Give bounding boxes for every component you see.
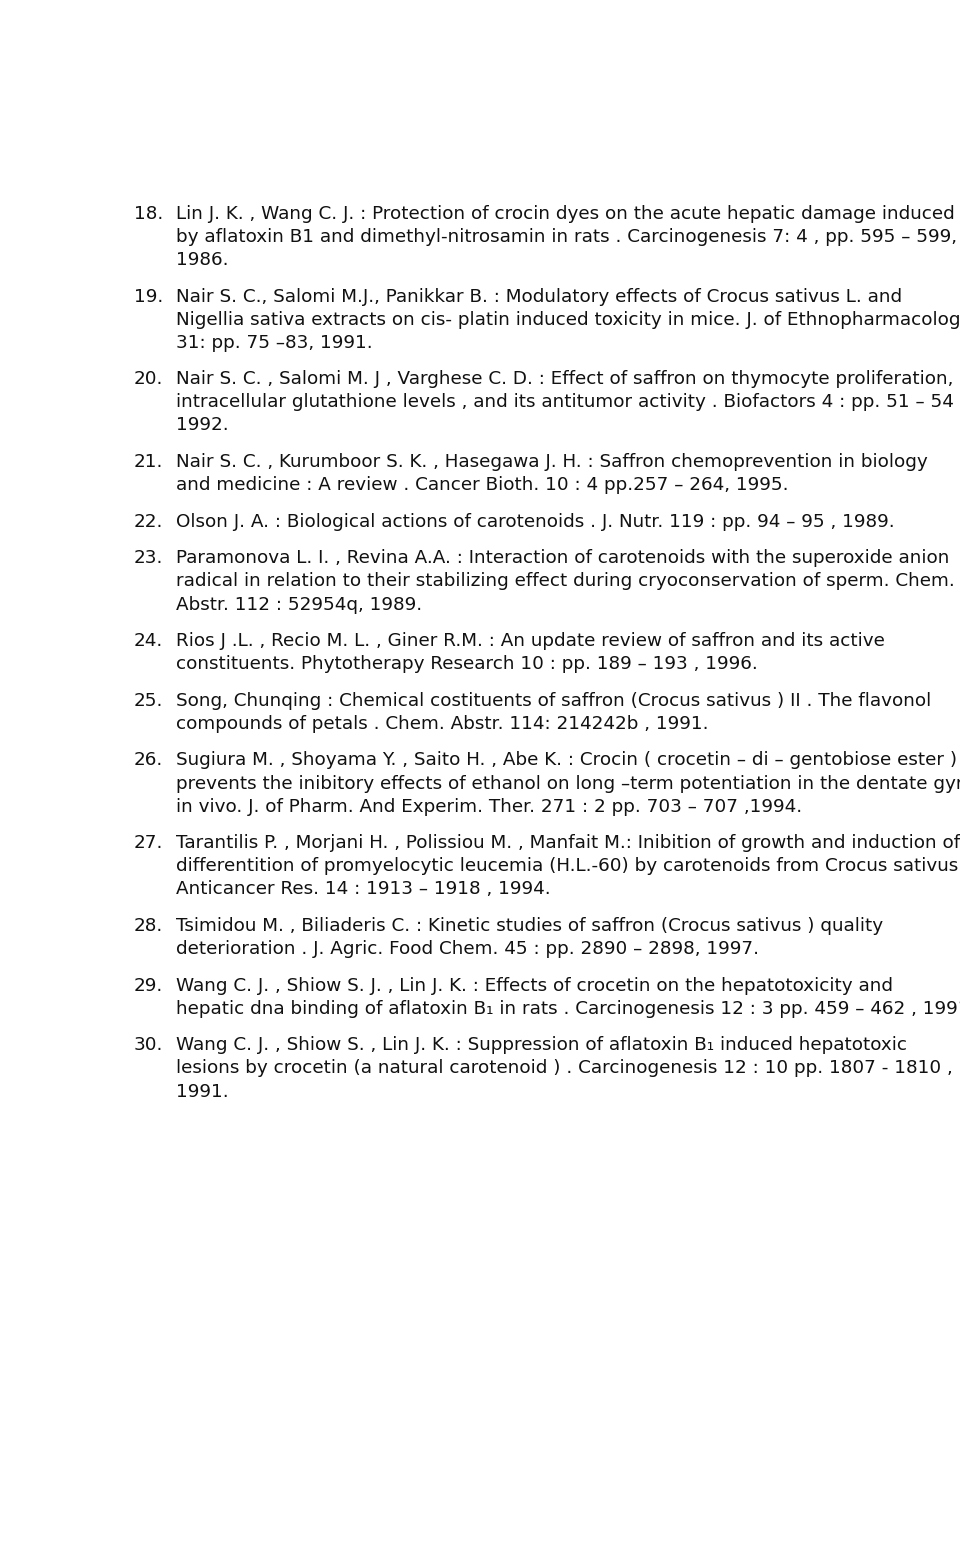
Text: 1992.: 1992. [176, 416, 228, 435]
Text: 22.: 22. [134, 513, 163, 531]
Text: intracellular glutathione levels , and its antitumor activity . Biofactors 4 : p: intracellular glutathione levels , and i… [176, 393, 960, 412]
Text: prevents the inibitory effects of ethanol on long –term potentiation in the dent: prevents the inibitory effects of ethano… [176, 775, 960, 792]
Text: 31: pp. 75 –83, 1991.: 31: pp. 75 –83, 1991. [176, 333, 372, 352]
Text: constituents. Phytotherapy Research 10 : pp. 189 – 193 , 1996.: constituents. Phytotherapy Research 10 :… [176, 656, 757, 673]
Text: Anticancer Res. 14 : 1913 – 1918 , 1994.: Anticancer Res. 14 : 1913 – 1918 , 1994. [176, 881, 550, 898]
Text: Wang C. J. , Shiow S. J. , Lin J. K. : Effects of crocetin on the hepatotoxicity: Wang C. J. , Shiow S. J. , Lin J. K. : E… [176, 977, 893, 995]
Text: and medicine : A review . Cancer Bioth. 10 : 4 pp.257 – 264, 1995.: and medicine : A review . Cancer Bioth. … [176, 476, 788, 495]
Text: 23.: 23. [134, 549, 163, 568]
Text: Nigellia sativa extracts on cis- platin induced toxicity in mice. J. of Ethnopha: Nigellia sativa extracts on cis- platin … [176, 310, 960, 329]
Text: 29.: 29. [134, 977, 163, 995]
Text: Nair S. C., Salomi M.J., Panikkar B. : Modulatory effects of Crocus sativus L. a: Nair S. C., Salomi M.J., Panikkar B. : M… [176, 288, 902, 305]
Text: 1991.: 1991. [176, 1083, 228, 1100]
Text: Wang C. J. , Shiow S. , Lin J. K. : Suppression of aflatoxin B₁ induced hepatoto: Wang C. J. , Shiow S. , Lin J. K. : Supp… [176, 1036, 907, 1055]
Text: Tarantilis P. , Morjani H. , Polissiou M. , Manfait M.: Inibition of growth and : Tarantilis P. , Morjani H. , Polissiou M… [176, 834, 960, 853]
Text: 25.: 25. [134, 692, 163, 711]
Text: by aflatoxin B1 and dimethyl-nitrosamin in rats . Carcinogenesis 7: 4 , pp. 595 : by aflatoxin B1 and dimethyl-nitrosamin … [176, 228, 957, 246]
Text: 27.: 27. [134, 834, 163, 853]
Text: 18.: 18. [134, 205, 163, 222]
Text: 26.: 26. [134, 751, 163, 770]
Text: differentition of promyelocytic leucemia (H.L.-60) by carotenoids from Crocus sa: differentition of promyelocytic leucemia… [176, 858, 960, 875]
Text: Sugiura M. , Shoyama Y. , Saito H. , Abe K. : Crocin ( crocetin – di – gentobios: Sugiura M. , Shoyama Y. , Saito H. , Abe… [176, 751, 957, 770]
Text: Tsimidou M. , Biliaderis C. : Kinetic studies of saffron (Crocus sativus ) quali: Tsimidou M. , Biliaderis C. : Kinetic st… [176, 917, 883, 934]
Text: Nair S. C. , Salomi M. J , Varghese C. D. : Effect of saffron on thymocyte proli: Nair S. C. , Salomi M. J , Varghese C. D… [176, 371, 953, 388]
Text: 19.: 19. [134, 288, 163, 305]
Text: 21.: 21. [134, 452, 163, 471]
Text: 1986.: 1986. [176, 250, 228, 269]
Text: 30.: 30. [134, 1036, 163, 1055]
Text: Paramonova L. I. , Revina A.A. : Interaction of carotenoids with the superoxide : Paramonova L. I. , Revina A.A. : Interac… [176, 549, 949, 568]
Text: Song, Chunqing : Chemical costituents of saffron (Crocus sativus ) II . The flav: Song, Chunqing : Chemical costituents of… [176, 692, 931, 711]
Text: in vivo. J. of Pharm. And Experim. Ther. 271 : 2 pp. 703 – 707 ,1994.: in vivo. J. of Pharm. And Experim. Ther.… [176, 798, 802, 815]
Text: hepatic dna binding of aflatoxin B₁ in rats . Carcinogenesis 12 : 3 pp. 459 – 46: hepatic dna binding of aflatoxin B₁ in r… [176, 1000, 960, 1017]
Text: 28.: 28. [134, 917, 163, 934]
Text: 24.: 24. [134, 632, 163, 649]
Text: deterioration . J. Agric. Food Chem. 45 : pp. 2890 – 2898, 1997.: deterioration . J. Agric. Food Chem. 45 … [176, 941, 758, 958]
Text: Lin J. K. , Wang C. J. : Protection of crocin dyes on the acute hepatic damage i: Lin J. K. , Wang C. J. : Protection of c… [176, 205, 954, 222]
Text: compounds of petals . Chem. Abstr. 114: 214242b , 1991.: compounds of petals . Chem. Abstr. 114: … [176, 715, 708, 732]
Text: lesions by crocetin (a natural carotenoid ) . Carcinogenesis 12 : 10 pp. 1807 - : lesions by crocetin (a natural carotenoi… [176, 1060, 952, 1077]
Text: Olson J. A. : Biological actions of carotenoids . J. Nutr. 119 : pp. 94 – 95 , 1: Olson J. A. : Biological actions of caro… [176, 513, 895, 531]
Text: Abstr. 112 : 52954q, 1989.: Abstr. 112 : 52954q, 1989. [176, 596, 422, 613]
Text: 20.: 20. [134, 371, 163, 388]
Text: Rios J .L. , Recio M. L. , Giner R.M. : An update review of saffron and its acti: Rios J .L. , Recio M. L. , Giner R.M. : … [176, 632, 885, 649]
Text: radical in relation to their stabilizing effect during cryoconservation of sperm: radical in relation to their stabilizing… [176, 573, 954, 590]
Text: Nair S. C. , Kurumboor S. K. , Hasegawa J. H. : Saffron chemoprevention in biolo: Nair S. C. , Kurumboor S. K. , Hasegawa … [176, 452, 927, 471]
